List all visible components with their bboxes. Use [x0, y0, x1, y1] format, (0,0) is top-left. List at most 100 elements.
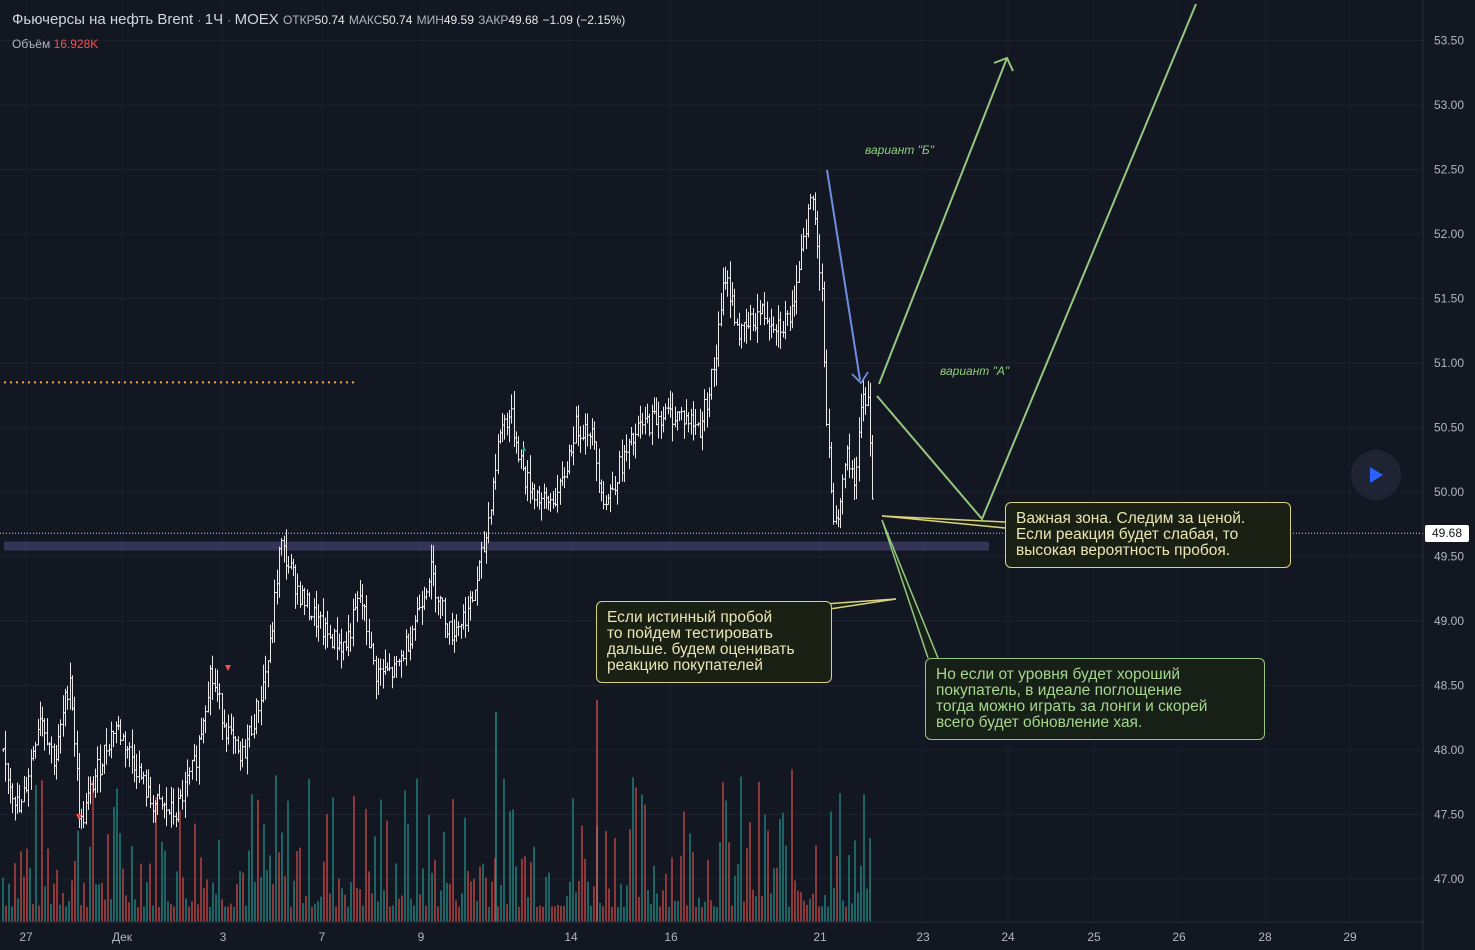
volume-bar	[824, 894, 826, 922]
current-price-tag: 49.68	[1425, 525, 1469, 542]
volume-bar	[452, 799, 454, 922]
volume-bar	[296, 851, 298, 922]
volume-bar	[419, 894, 421, 922]
volume-bar	[827, 906, 829, 922]
callout-pointer	[881, 519, 939, 659]
volume-bar	[92, 780, 94, 922]
volume-bar	[704, 901, 706, 922]
buy-marker-icon	[522, 446, 526, 451]
play-icon	[1370, 467, 1383, 483]
volume-bar	[395, 863, 397, 922]
volume-bar	[380, 799, 382, 922]
volume-bar	[602, 906, 604, 922]
volume-bar	[788, 906, 790, 922]
volume-bar	[476, 900, 478, 922]
volume-bar	[596, 700, 598, 922]
change-value: −1.09 (−2.15%)	[542, 13, 626, 27]
volume-bar	[809, 898, 811, 922]
volume-bar	[359, 889, 361, 922]
volume-bar	[119, 833, 121, 922]
volume-bar	[773, 868, 775, 922]
volume-bar	[197, 904, 199, 922]
volume-bar	[323, 861, 325, 922]
volume-bar	[500, 884, 502, 922]
volume-bar	[599, 902, 601, 922]
volume-bar	[311, 906, 313, 922]
volume-bar	[47, 848, 49, 922]
volume-bar	[65, 906, 67, 922]
x-tick-label: 25	[1087, 930, 1101, 944]
x-tick-label: 29	[1343, 930, 1357, 944]
volume-bar	[335, 906, 337, 922]
y-tick-label: 48.00	[1434, 743, 1464, 757]
volume-bar	[713, 906, 715, 922]
volume-bar	[389, 906, 391, 922]
y-tick-label: 51.50	[1434, 292, 1464, 306]
volume-bar	[392, 905, 394, 922]
volume-bar	[740, 776, 742, 922]
volume-bar	[851, 903, 853, 922]
x-tick-label: 24	[1001, 930, 1015, 944]
volume-bar	[68, 901, 70, 922]
callout-buyer[interactable]: Но если от уровня будет хороший покупате…	[925, 658, 1265, 740]
volume-bar	[578, 881, 580, 922]
volume-bar	[113, 806, 115, 922]
volume-bar	[314, 903, 316, 922]
close-value: 49.68	[508, 13, 539, 27]
volume-bar	[398, 898, 400, 922]
volume-bar	[29, 867, 31, 922]
volume-bar	[428, 815, 430, 922]
scroll-to-realtime-button[interactable]	[1351, 450, 1401, 500]
y-tick-label: 49.00	[1434, 614, 1464, 628]
volume-bar	[305, 895, 307, 922]
volume-bar	[479, 866, 481, 922]
y-tick-label: 53.50	[1434, 34, 1464, 48]
volume-bar	[236, 884, 238, 922]
volume-bar	[521, 858, 523, 922]
volume-bar	[167, 901, 169, 922]
volume-bar	[173, 906, 175, 922]
volume-bar	[470, 881, 472, 922]
volume-bar	[356, 887, 358, 922]
volume-bar	[698, 897, 700, 922]
volume-bar	[122, 868, 124, 922]
volume-bar	[233, 906, 235, 922]
volume-bar	[767, 830, 769, 922]
volume-bar	[629, 829, 631, 922]
callout-breakout[interactable]: Если истинный пробой то пойдем тестирова…	[596, 601, 832, 683]
volume-bar	[158, 906, 160, 922]
x-tick-label: 23	[916, 930, 930, 944]
volume-bar	[545, 876, 547, 922]
volume-bar	[458, 906, 460, 922]
volume-bar	[206, 879, 208, 922]
volume-bar	[488, 907, 490, 922]
volume-bar	[560, 905, 562, 922]
volume-bar	[680, 855, 682, 922]
volume-bar	[554, 906, 556, 922]
volume-bar	[434, 859, 436, 922]
volume-bar	[299, 847, 301, 922]
volume-bar	[755, 896, 757, 922]
volume-bar	[431, 872, 433, 922]
volume-bar	[14, 863, 16, 922]
interval[interactable]: 1Ч	[204, 11, 224, 28]
volume-bar	[53, 883, 55, 922]
volume-bar	[566, 896, 568, 922]
volume-bar	[353, 795, 355, 922]
volume-bar	[185, 898, 187, 922]
callout-important-zone[interactable]: Важная зона. Следим за ценой. Если реакц…	[1005, 502, 1291, 568]
volume-bar	[350, 882, 352, 922]
volume-bar	[5, 905, 7, 922]
volume-bar	[116, 788, 118, 922]
volume-bar	[137, 906, 139, 922]
y-tick-label: 47.50	[1434, 808, 1464, 822]
volume-bar	[797, 890, 799, 922]
volume-bar	[830, 811, 832, 922]
volume-bar	[542, 906, 544, 922]
volume-bar	[293, 880, 295, 922]
volume-bar	[836, 855, 838, 922]
volume-bar	[665, 873, 667, 922]
price-bars	[2, 192, 874, 830]
volume-bar	[83, 882, 85, 922]
